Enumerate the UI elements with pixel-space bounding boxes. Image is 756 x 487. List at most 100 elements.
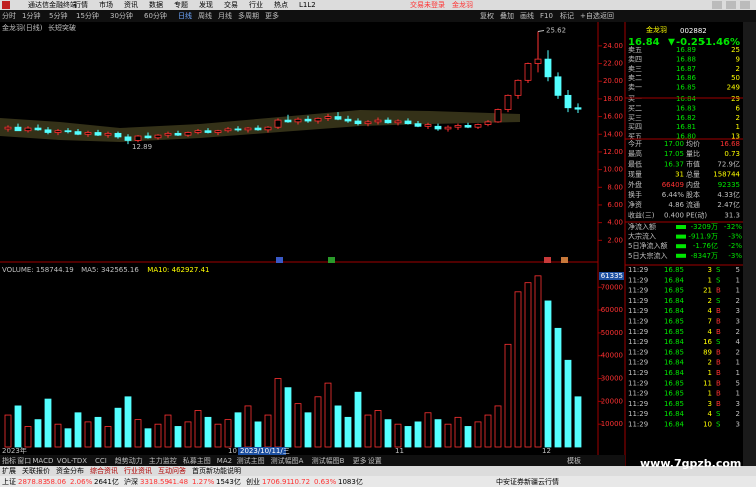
candle-body (94, 132, 102, 136)
menu-item[interactable]: 行业 (249, 0, 263, 9)
period-tab[interactable]: 多周期 (238, 11, 259, 20)
status-link[interactable]: 关联报价 (22, 466, 50, 475)
status-link[interactable]: 互动问答 (158, 466, 186, 475)
price-tick-label: 16.00 (603, 113, 623, 121)
period-tab[interactable]: 更多 (265, 11, 279, 20)
status-link[interactable]: 首页新功能说明 (192, 466, 241, 475)
period-tab[interactable]: 周线 (198, 11, 212, 20)
title-bar (0, 0, 756, 10)
tick-volume: 4 (708, 307, 713, 315)
tick-price: 16.84 (664, 307, 685, 315)
candle-body (484, 121, 492, 125)
window-button[interactable] (726, 1, 736, 9)
indicator-tab[interactable]: 更多 (353, 456, 367, 465)
candle-body (324, 116, 332, 119)
indicator-tab[interactable]: 窗口 (17, 456, 31, 465)
period-tab[interactable]: 15分钟 (76, 11, 99, 20)
high-pointer (537, 30, 545, 33)
menu-item[interactable]: L1L2 (299, 1, 316, 9)
candle-body (194, 130, 202, 133)
tool-button[interactable]: F10 (540, 12, 553, 20)
status-link[interactable]: 资金分布 (56, 466, 84, 475)
indicator-tab[interactable]: 设置 (368, 456, 382, 465)
status-link[interactable]: 综合资讯 (90, 466, 118, 475)
book-price: 16.82 (676, 114, 696, 122)
period-tab[interactable]: 60分钟 (144, 11, 167, 20)
tool-button[interactable]: 画线 (520, 11, 534, 20)
volume-bar (324, 382, 332, 448)
tool-button[interactable]: 返回 (600, 12, 614, 20)
price-tick-label: 24.00 (603, 42, 623, 50)
tick-side: B (716, 318, 721, 326)
tool-button[interactable]: 复权 (480, 11, 494, 20)
index-field: 1706.91 (262, 478, 291, 486)
period-tab[interactable]: 分时 (2, 11, 16, 20)
menu-item[interactable]: 行情 (74, 0, 88, 9)
tick-side: B (716, 307, 721, 315)
menu-item[interactable]: 热点 (274, 0, 288, 9)
candle-body (64, 130, 72, 133)
volume-bar (364, 414, 372, 448)
volume-bar (174, 426, 182, 448)
volume-bar (504, 343, 512, 448)
indicator-tab[interactable]: CCI (95, 457, 107, 465)
tick-side: B (716, 390, 721, 398)
login-status[interactable]: 交易未登录 (410, 0, 445, 9)
volume-bar (104, 426, 112, 448)
tool-button[interactable]: 叠加 (500, 11, 514, 20)
menu-item[interactable]: 资讯 (124, 0, 138, 9)
volume-tick-label: 10000 (601, 420, 623, 428)
menu-item[interactable]: 数据 (149, 0, 163, 9)
indicator-tab[interactable]: 测试幅图A (271, 456, 304, 465)
stat-value: 0.400 (664, 211, 684, 219)
tick-price: 16.85 (664, 287, 684, 295)
indicator-tab[interactable]: 测试主图 (237, 456, 265, 465)
candle-body (404, 120, 412, 125)
menu-item[interactable]: 交易 (224, 0, 238, 9)
period-tab[interactable]: 1分钟 (22, 11, 40, 20)
candle-body (564, 94, 572, 109)
tick-price: 16.84 (664, 369, 685, 377)
book-volume: 2 (736, 114, 740, 122)
indicator-tab[interactable]: 私募主图 (183, 456, 211, 465)
stat-label: 量比 (686, 149, 700, 158)
link-bar (0, 466, 756, 476)
tick-side: B (716, 359, 721, 367)
candle-body (134, 135, 142, 141)
indicator-tab[interactable]: 主力监控 (149, 456, 177, 465)
period-tab[interactable]: 30分钟 (110, 11, 133, 20)
template-button[interactable]: 模板 (567, 456, 581, 465)
indicator-tab[interactable]: VOL-TDX (57, 457, 88, 465)
candle-body (544, 58, 552, 78)
indicator-tab[interactable]: 指标 (2, 456, 16, 465)
tick-time: 11:29 (628, 328, 648, 336)
tick-count: 2 (736, 328, 740, 336)
tick-price: 16.85 (664, 400, 684, 408)
volume-bar (554, 327, 562, 448)
indicator-tab[interactable]: 测试幅图B (312, 456, 345, 465)
volume-bar (74, 412, 82, 448)
period-tab[interactable]: 5分钟 (49, 11, 67, 20)
indicator-tab[interactable]: 趋势动力 (115, 456, 143, 465)
menu-item[interactable]: 专题 (174, 0, 188, 9)
tick-side: B (716, 369, 721, 377)
menu-item[interactable]: 发现 (199, 0, 213, 9)
stat-value: 16.68 (720, 140, 740, 148)
indicator-tab[interactable]: MACD (32, 457, 53, 465)
period-tab[interactable]: 日线 (178, 11, 192, 20)
tool-button[interactable]: 标记 (560, 11, 574, 20)
window-button[interactable] (740, 1, 750, 9)
indicator-tab[interactable]: MA2 (217, 457, 232, 465)
candle-body (304, 118, 312, 122)
volume-bar (184, 421, 192, 448)
window-button[interactable] (712, 1, 722, 9)
tick-volume: 3 (708, 400, 712, 408)
menu-item[interactable]: 市场 (99, 0, 113, 9)
period-tab[interactable]: 月线 (218, 11, 232, 20)
status-link[interactable]: 扩展 (2, 466, 16, 475)
flow-label: 5日大宗流入 (628, 251, 667, 260)
status-link[interactable]: 行业资讯 (124, 466, 152, 475)
tool-button[interactable]: +自选 (580, 11, 600, 20)
signal-marker (544, 257, 551, 263)
volume-bar (194, 410, 202, 448)
